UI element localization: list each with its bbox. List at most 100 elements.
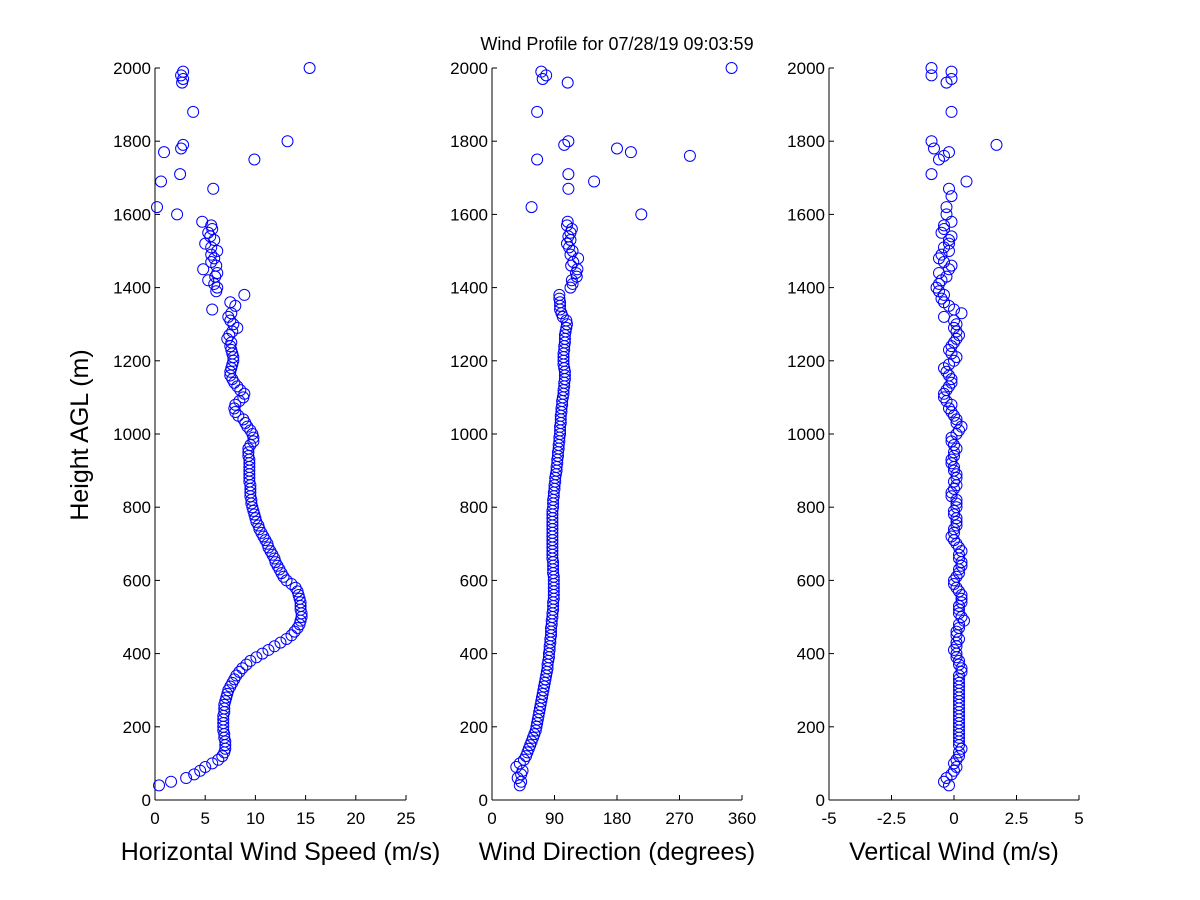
- data-point: [274, 636, 287, 649]
- data-point: [174, 168, 187, 181]
- y-tick-label: 200: [123, 718, 151, 737]
- data-point: [948, 446, 960, 459]
- data-point: [940, 384, 953, 397]
- data-point: [950, 325, 963, 338]
- data-point: [561, 318, 573, 331]
- y-tick-label: 400: [460, 645, 488, 664]
- data-point: [953, 585, 965, 598]
- data-point: [948, 578, 960, 591]
- data-point: [292, 589, 305, 602]
- data-point: [725, 62, 738, 74]
- data-point: [948, 409, 960, 422]
- data-point: [230, 669, 243, 682]
- data-point: [303, 62, 316, 74]
- data-point: [531, 153, 544, 166]
- data-point: [950, 471, 963, 484]
- data-point: [943, 343, 955, 356]
- data-point: [943, 146, 955, 159]
- data-point: [948, 643, 960, 656]
- data-point: [945, 72, 958, 85]
- data-point: [236, 662, 249, 675]
- data-point: [943, 182, 955, 195]
- y-tick-label: 1200: [450, 352, 488, 371]
- data-point: [953, 424, 965, 437]
- data-point: [232, 409, 245, 422]
- data-point: [247, 504, 260, 517]
- data-point: [928, 142, 940, 155]
- data-point: [554, 296, 567, 309]
- data-point: [935, 292, 948, 305]
- y-tick-label: 1200: [787, 352, 825, 371]
- data-point: [938, 391, 950, 404]
- data-point: [222, 310, 235, 323]
- data-point: [570, 270, 583, 283]
- y-tick-label: 1800: [787, 132, 825, 151]
- y-tick-label: 1600: [450, 205, 488, 224]
- data-point: [933, 285, 945, 298]
- data-point: [562, 182, 575, 195]
- data-point: [950, 570, 963, 583]
- data-point: [224, 340, 237, 353]
- data-point: [948, 475, 960, 488]
- y-tick-label: 1600: [113, 205, 151, 224]
- data-point: [940, 365, 953, 378]
- data-point: [990, 138, 1003, 151]
- data-point: [223, 329, 236, 342]
- data-point: [945, 457, 958, 470]
- y-tick-label: 200: [460, 718, 488, 737]
- data-point: [935, 248, 948, 261]
- data-point: [953, 603, 965, 616]
- data-point: [930, 281, 943, 294]
- y-tick-label: 1800: [450, 132, 488, 151]
- data-point: [955, 742, 968, 755]
- x-axis-title: Horizontal Wind Speed (m/s): [121, 838, 441, 866]
- data-point: [945, 530, 958, 543]
- y-tick-label: 1200: [113, 352, 151, 371]
- data-point: [938, 219, 950, 232]
- data-point: [950, 581, 963, 594]
- y-tick-label: 600: [460, 571, 488, 590]
- data-point: [953, 654, 965, 667]
- data-point: [188, 768, 201, 781]
- data-point: [249, 512, 262, 525]
- data-point: [211, 266, 224, 279]
- data-point: [938, 775, 950, 788]
- data-point: [953, 676, 965, 689]
- data-point: [611, 142, 623, 155]
- panel-2: 0 200 400 600 800 1000 1200 1400 1600 1800 2000 0 90…: [450, 59, 756, 866]
- data-point: [208, 277, 221, 290]
- data-point: [955, 662, 968, 675]
- data-point: [196, 215, 209, 228]
- data-point: [950, 501, 963, 514]
- data-point: [187, 105, 200, 118]
- data-point: [938, 296, 950, 309]
- data-point: [153, 779, 166, 792]
- data-point: [151, 201, 164, 214]
- data-point: [558, 138, 571, 151]
- x-tick-label: 20: [346, 809, 365, 828]
- y-tick-label: 1400: [450, 279, 488, 298]
- data-point: [197, 263, 210, 276]
- data-point: [206, 757, 219, 770]
- data-point: [208, 252, 221, 265]
- y-tick-label: 400: [123, 645, 151, 664]
- x-tick-label: 0: [487, 809, 496, 828]
- data-point: [960, 175, 973, 188]
- data-point: [950, 332, 963, 345]
- data-point: [220, 691, 233, 704]
- data-point: [240, 658, 253, 671]
- data-point: [289, 581, 302, 594]
- data-point: [953, 548, 965, 561]
- data-point: [561, 237, 573, 250]
- data-point: [247, 435, 260, 448]
- data-point: [953, 658, 965, 671]
- data-point: [244, 654, 257, 667]
- x-tick-label: 90: [545, 809, 564, 828]
- data-point: [940, 270, 953, 283]
- y-tick-label: 800: [460, 498, 488, 517]
- data-point: [953, 607, 965, 620]
- figure-title: Wind Profile for 07/28/19 09:03:59: [480, 34, 753, 54]
- x-tick-label: 180: [603, 809, 631, 828]
- x-tick-label: 360: [728, 809, 756, 828]
